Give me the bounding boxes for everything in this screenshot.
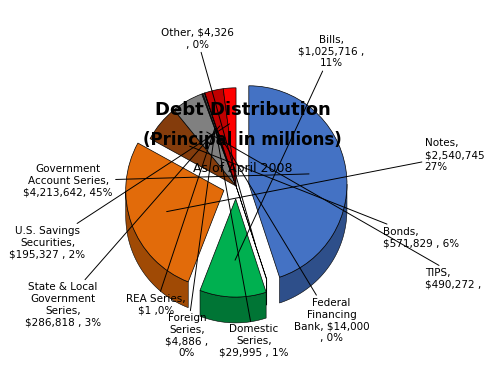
Wedge shape	[199, 199, 266, 297]
Text: State & Local
Government
Series,
$286,818 , 3%: State & Local Government Series, $286,81…	[25, 126, 219, 327]
Wedge shape	[248, 86, 346, 277]
Text: REA Series,
$1 ,0%: REA Series, $1 ,0%	[126, 128, 214, 315]
Polygon shape	[125, 191, 188, 308]
Text: TIPS,
$490,272 , 5%: TIPS, $490,272 , 5%	[206, 132, 484, 290]
Wedge shape	[204, 93, 236, 186]
Wedge shape	[204, 89, 236, 186]
Text: Notes,
$2,540,745 ,
27%: Notes, $2,540,745 , 27%	[166, 138, 484, 212]
Text: Other, $4,326
, 0%: Other, $4,326 , 0%	[161, 28, 255, 244]
Wedge shape	[150, 110, 236, 186]
Wedge shape	[204, 93, 236, 186]
Text: Federal
Financing
Bank, $14,000
, 0%: Federal Financing Bank, $14,000 , 0%	[215, 128, 369, 343]
Text: Foreign
Series,
$4,886 ,
0%: Foreign Series, $4,886 , 0%	[165, 128, 215, 358]
Text: Government
Account Series,
$4,213,642, 45%: Government Account Series, $4,213,642, 4…	[23, 164, 308, 198]
Wedge shape	[223, 88, 236, 186]
Polygon shape	[279, 184, 346, 303]
Wedge shape	[202, 93, 236, 186]
Wedge shape	[236, 186, 266, 279]
Wedge shape	[125, 143, 224, 282]
Text: Bonds,
$571,829 , 6%: Bonds, $571,829 , 6%	[189, 146, 458, 248]
Text: Domestic
Series,
$29,995 , 1%: Domestic Series, $29,995 , 1%	[215, 128, 288, 357]
Text: (Principal in millions): (Principal in millions)	[143, 131, 341, 149]
Polygon shape	[199, 291, 266, 323]
Text: U.S. Savings
Securities,
$195,327 , 2%: U.S. Savings Securities, $195,327 , 2%	[9, 124, 229, 259]
Wedge shape	[174, 94, 236, 186]
Wedge shape	[201, 94, 236, 186]
Text: As of April 2008: As of April 2008	[192, 162, 292, 175]
Text: Debt Distribution: Debt Distribution	[154, 101, 330, 119]
Text: Bills,
$1,025,716 ,
11%: Bills, $1,025,716 , 11%	[235, 35, 364, 260]
